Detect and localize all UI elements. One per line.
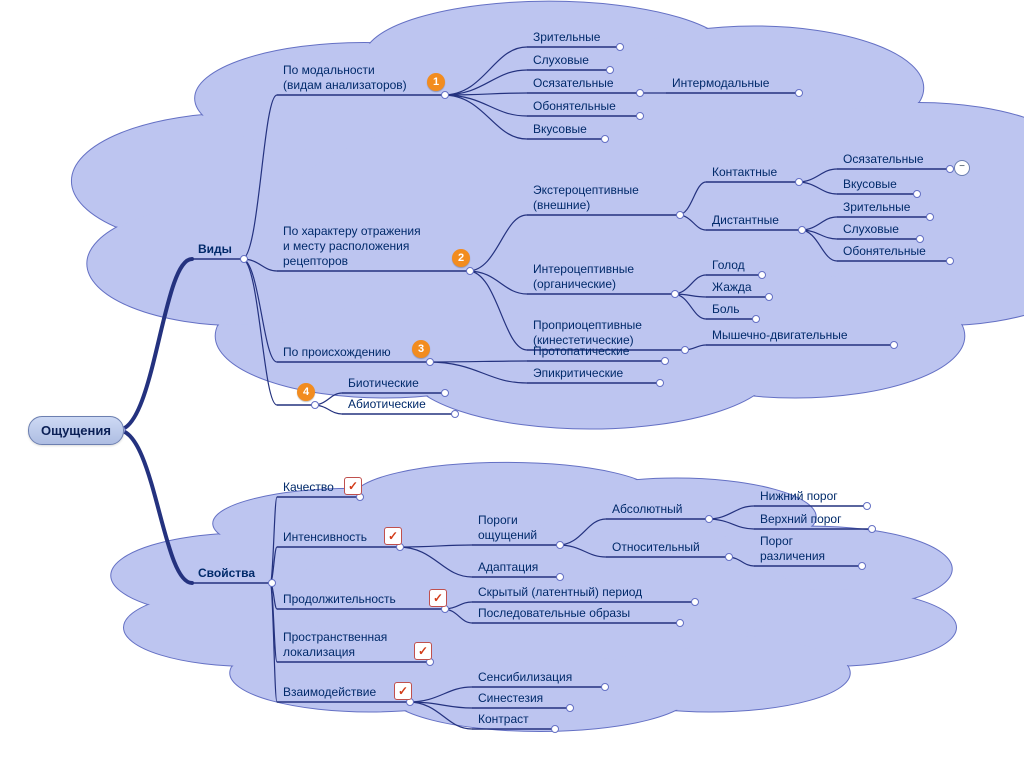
node-t2b[interactable]: Интероцептивные (органические) bbox=[533, 262, 634, 292]
node-t2b2[interactable]: Жажда bbox=[712, 280, 752, 295]
badge-check: ✓ bbox=[414, 642, 432, 660]
node-t2c1[interactable]: Мышечно-двигательные bbox=[712, 328, 848, 343]
node-t1e[interactable]: Вкусовые bbox=[533, 122, 587, 137]
node-p2a1[interactable]: Абсолютный bbox=[612, 502, 682, 517]
node-p3b[interactable]: Последовательные образы bbox=[478, 606, 630, 621]
node-t2a2[interactable]: Дистантные bbox=[712, 213, 779, 228]
node-t2[interactable]: По характеру отражения и месту расположе… bbox=[283, 224, 421, 269]
node-t1d[interactable]: Обонятельные bbox=[533, 99, 616, 114]
node-t4b[interactable]: Абиотические bbox=[348, 397, 426, 412]
node-p5[interactable]: Взаимодействие bbox=[283, 685, 376, 700]
node-t2a2c[interactable]: Обонятельные bbox=[843, 244, 926, 259]
node-t1b[interactable]: Слуховые bbox=[533, 53, 589, 68]
node-p2a2[interactable]: Относительный bbox=[612, 540, 700, 555]
node-t2a1[interactable]: Контактные bbox=[712, 165, 777, 180]
node-t2b1[interactable]: Голод bbox=[712, 258, 745, 273]
node-t1x[interactable]: Интермодальные bbox=[672, 76, 769, 91]
node-t4a[interactable]: Биотические bbox=[348, 376, 419, 391]
badge-check: ✓ bbox=[344, 477, 362, 495]
node-p2[interactable]: Интенсивность bbox=[283, 530, 367, 545]
node-p2a2a[interactable]: Порог различения bbox=[760, 534, 825, 564]
node-p5a[interactable]: Сенсибилизация bbox=[478, 670, 572, 685]
node-t2a1b[interactable]: Вкусовые bbox=[843, 177, 897, 192]
badge-check: ✓ bbox=[394, 682, 412, 700]
node-p5b[interactable]: Синестезия bbox=[478, 691, 543, 706]
node-p2a1a[interactable]: Нижний порог bbox=[760, 489, 838, 504]
mindmap-svg bbox=[0, 0, 1024, 767]
badge-num-4: 4 bbox=[297, 383, 315, 401]
root-node[interactable]: Ощущения bbox=[28, 416, 124, 445]
node-p2a[interactable]: Пороги ощущений bbox=[478, 513, 537, 543]
node-p2a1b[interactable]: Верхний порог bbox=[760, 512, 841, 527]
node-t2b3[interactable]: Боль bbox=[712, 302, 740, 317]
node-p5c[interactable]: Контраст bbox=[478, 712, 529, 727]
node-p1[interactable]: Качество bbox=[283, 480, 334, 495]
node-t2a2b[interactable]: Слуховые bbox=[843, 222, 899, 237]
node-p3a[interactable]: Скрытый (латентный) период bbox=[478, 585, 642, 600]
node-t2a2a[interactable]: Зрительные bbox=[843, 200, 910, 215]
node-t1c[interactable]: Осязательные bbox=[533, 76, 614, 91]
node-t3b[interactable]: Эпикритические bbox=[533, 366, 623, 381]
badge-num-2: 2 bbox=[452, 249, 470, 267]
node-t2a[interactable]: Экстероцептивные (внешние) bbox=[533, 183, 639, 213]
expand-icon[interactable]: − bbox=[954, 160, 970, 176]
node-l1_types[interactable]: Виды bbox=[198, 242, 232, 257]
node-t2a1a[interactable]: Осязательные bbox=[843, 152, 924, 167]
badge-num-3: 3 bbox=[412, 340, 430, 358]
badge-check: ✓ bbox=[429, 589, 447, 607]
node-t3a[interactable]: Протопатические bbox=[533, 344, 629, 359]
node-p4[interactable]: Пространственная локализация bbox=[283, 630, 387, 660]
node-t1[interactable]: По модальности (видам анализаторов) bbox=[283, 63, 407, 93]
badge-num-1: 1 bbox=[427, 73, 445, 91]
node-t1a[interactable]: Зрительные bbox=[533, 30, 600, 45]
node-l1_props[interactable]: Свойства bbox=[198, 566, 255, 581]
node-t3[interactable]: По происхождению bbox=[283, 345, 391, 360]
node-p2b[interactable]: Адаптация bbox=[478, 560, 538, 575]
node-p3[interactable]: Продолжительность bbox=[283, 592, 396, 607]
badge-check: ✓ bbox=[384, 527, 402, 545]
